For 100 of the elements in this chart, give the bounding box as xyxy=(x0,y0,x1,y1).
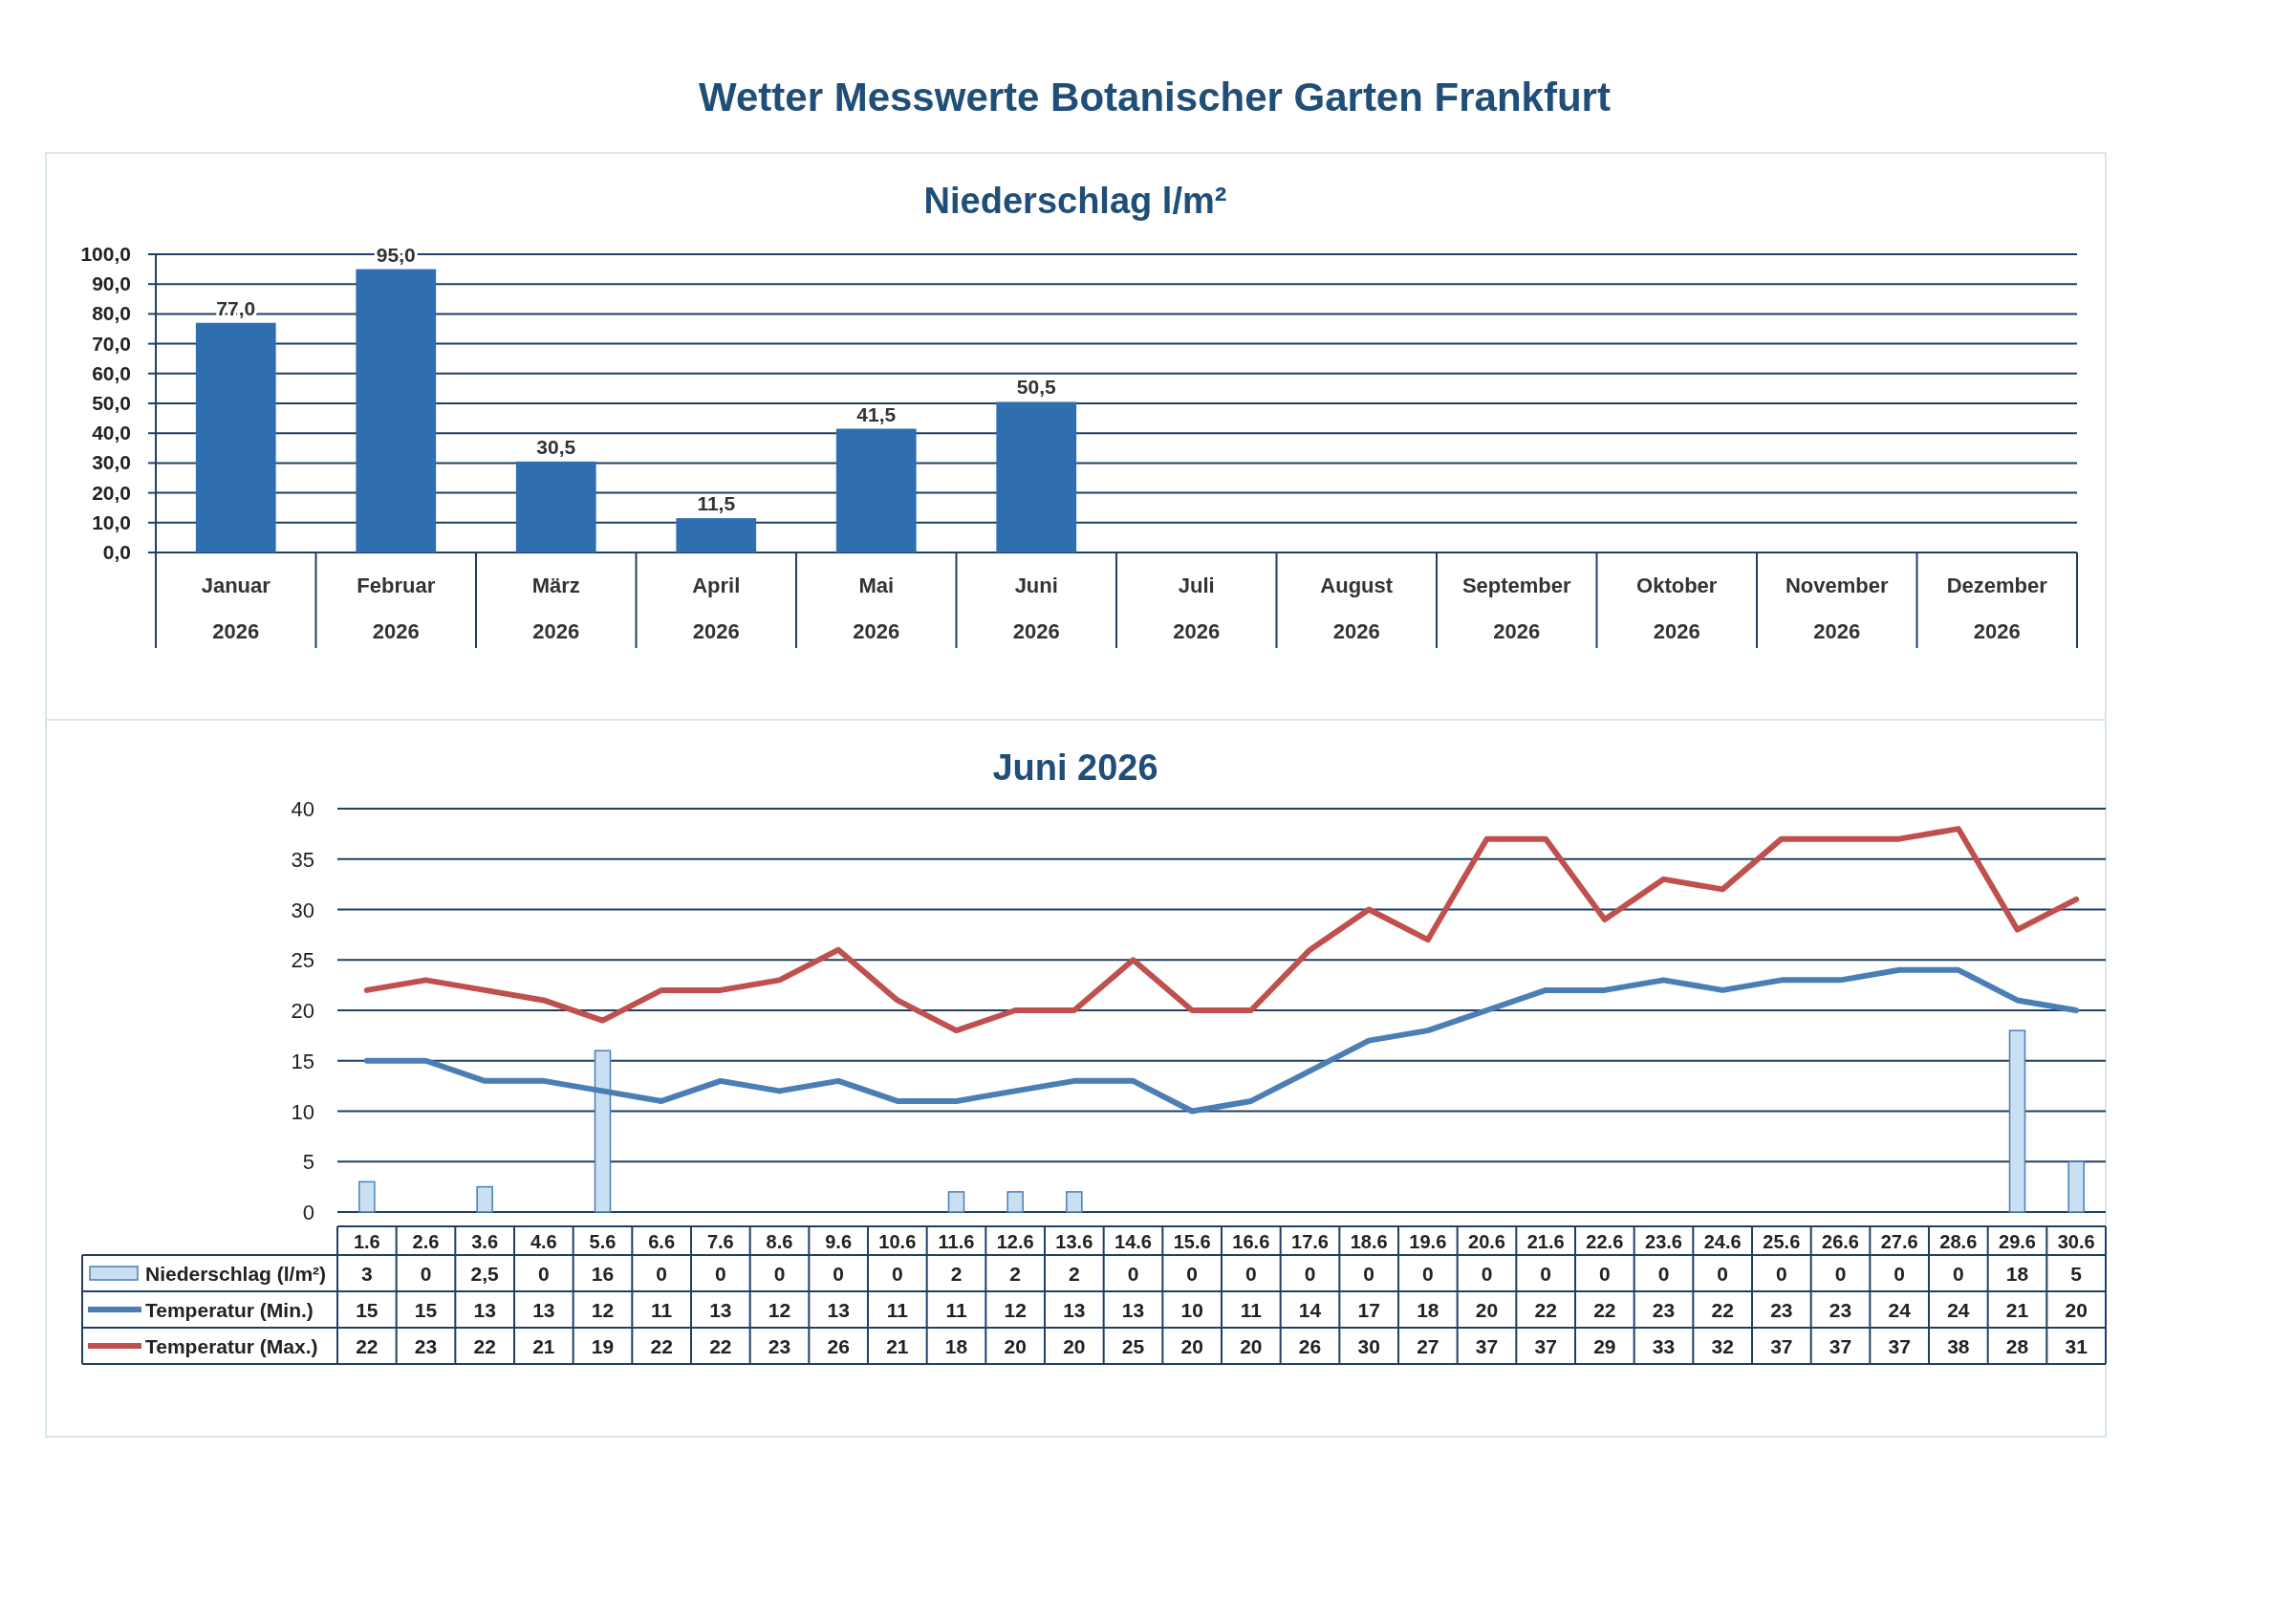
text: Wetter Messwerte Botanischer Garten Frankfurt xyxy=(699,75,1611,119)
data-label: 11 xyxy=(651,1299,673,1321)
data-label: 37 xyxy=(1770,1335,1793,1357)
data-label: 22 xyxy=(650,1335,673,1357)
data-label: 20 xyxy=(1475,1299,1499,1321)
data-label: 37 xyxy=(1888,1335,1911,1357)
y-tick-label: 40,0 xyxy=(92,422,131,444)
data-label: 24 xyxy=(1947,1299,1970,1321)
data-label: 38 xyxy=(1947,1335,1970,1357)
y-tick-label: 80,0 xyxy=(92,302,131,325)
data-label: 31 xyxy=(2065,1335,2088,1357)
data-label: 32 xyxy=(1711,1335,1734,1357)
x-tick-label: 20.6 xyxy=(1468,1231,1505,1252)
x-tick-label: 5.6 xyxy=(589,1231,617,1252)
x-tick-label: 14.6 xyxy=(1115,1231,1152,1252)
data-label: 0 xyxy=(1717,1263,1729,1285)
data-label: 0 xyxy=(1186,1263,1199,1285)
data-label: 11 xyxy=(886,1299,909,1321)
data-label: 21 xyxy=(2005,1299,2029,1321)
data-label: 23 xyxy=(1652,1299,1676,1321)
x-tick-label: 13.6 xyxy=(1055,1231,1093,1252)
y-tick-label: 0 xyxy=(302,1201,314,1224)
y-tick-label: 20 xyxy=(291,999,314,1023)
data-label: 0 xyxy=(1598,1263,1611,1285)
data-label: 37 xyxy=(1534,1335,1557,1357)
y-tick-label: 70,0 xyxy=(92,332,131,355)
data-label: 21 xyxy=(532,1335,555,1357)
data-label: 0 xyxy=(714,1263,726,1285)
data-label: 22 xyxy=(709,1335,732,1357)
data-label: 5 xyxy=(2070,1263,2083,1285)
x-tick-label: 29.6 xyxy=(1999,1231,2036,1252)
y-tick-label: 0,0 xyxy=(102,541,131,563)
data-label: 15 xyxy=(356,1299,379,1321)
y-tick-label: 40 xyxy=(291,797,314,821)
x-tick-label: April 2026 xyxy=(692,574,741,643)
data-label: 24 xyxy=(1888,1299,1912,1321)
x-tick-label: 21.6 xyxy=(1526,1231,1565,1252)
data-label: 26 xyxy=(827,1335,850,1357)
y-tick-label: 50,0 xyxy=(92,392,131,414)
x-tick-label: 4.6 xyxy=(530,1231,557,1252)
data-label: 11,5 xyxy=(697,492,736,515)
data-label: 22 xyxy=(1593,1299,1616,1321)
y-tick-label: 5 xyxy=(302,1150,314,1175)
data-label: 10 xyxy=(1180,1299,1203,1321)
data-label: 30,5 xyxy=(536,435,576,458)
data-label: 2 xyxy=(1009,1263,1022,1285)
x-tick-label: 17.6 xyxy=(1291,1231,1329,1252)
data-label: 0 xyxy=(1657,1263,1670,1285)
data-label: 14 xyxy=(1298,1299,1322,1321)
y-tick-label: 10 xyxy=(291,1099,314,1124)
data-label: 20 xyxy=(1180,1335,1203,1357)
data-label: 12 xyxy=(1004,1299,1027,1321)
data-label: 3 xyxy=(360,1263,373,1285)
data-label: 12 xyxy=(591,1299,615,1321)
legend-label: Temperatur (Max.) xyxy=(145,1335,318,1357)
data-label: 20 xyxy=(1004,1335,1027,1357)
data-label: 22 xyxy=(356,1335,379,1357)
bar xyxy=(476,1185,493,1213)
x-tick-label: 23.6 xyxy=(1645,1231,1682,1252)
x-tick-label: 19.6 xyxy=(1409,1231,1447,1252)
x-tick-label: 1.6 xyxy=(353,1231,380,1252)
y-tick-label: 25 xyxy=(291,948,314,973)
bar xyxy=(358,1180,376,1213)
bar xyxy=(835,428,917,552)
y-tick-label: 35 xyxy=(291,847,314,872)
data-label: 22 xyxy=(1711,1299,1734,1321)
data-label: 0 xyxy=(891,1263,903,1285)
data-label: 23 xyxy=(1829,1299,1852,1321)
data-label: 0 xyxy=(1127,1263,1139,1285)
x-tick-label: 27.6 xyxy=(1880,1231,1918,1252)
data-label: 0 xyxy=(1421,1263,1434,1285)
x-tick-label: 7.6 xyxy=(706,1231,734,1252)
data-label: 20 xyxy=(2065,1299,2088,1321)
x-tick-label: 24.6 xyxy=(1703,1231,1742,1252)
data-label: 15 xyxy=(414,1299,438,1321)
data-label: 16 xyxy=(591,1263,615,1285)
data-label: 13 xyxy=(1063,1299,1086,1321)
x-tick-label: 30.6 xyxy=(2057,1231,2095,1252)
data-label: 23 xyxy=(768,1335,791,1357)
data-label: 13 xyxy=(709,1299,732,1321)
data-label: 30 xyxy=(1357,1335,1380,1357)
x-tick-label: 10.6 xyxy=(878,1231,917,1252)
data-label: 0 xyxy=(1775,1263,1787,1285)
data-label: 0 xyxy=(1540,1263,1552,1285)
x-tick-label: 16.6 xyxy=(1232,1231,1270,1252)
bar xyxy=(2067,1160,2085,1213)
data-label: 23 xyxy=(1770,1299,1793,1321)
data-label: 0 xyxy=(1244,1263,1257,1285)
data-label: 0 xyxy=(773,1263,786,1285)
data-label: 22 xyxy=(473,1335,496,1357)
chart-title: Niederschlag l/m² xyxy=(923,181,1227,221)
data-label: 17 xyxy=(1357,1299,1380,1321)
y-tick-label: 60,0 xyxy=(92,361,131,384)
bar xyxy=(676,518,757,552)
bar xyxy=(1006,1191,1024,1213)
data-label: 21 xyxy=(886,1335,909,1357)
x-tick-label: Februar 2026 xyxy=(357,574,436,643)
bar xyxy=(195,322,276,552)
data-label: 20 xyxy=(1063,1335,1086,1357)
y-tick-label: 15 xyxy=(291,1049,314,1073)
